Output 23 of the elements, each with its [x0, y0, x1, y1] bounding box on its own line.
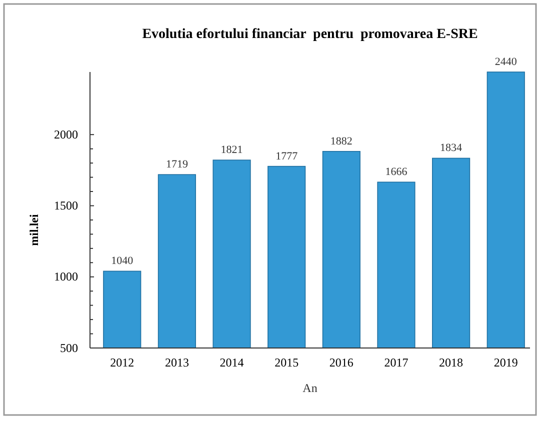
y-tick-label: 2000 [54, 127, 78, 142]
x-tick-label: 2015 [274, 356, 299, 370]
y-tick-label: 1500 [54, 198, 78, 213]
data-label: 1821 [220, 144, 243, 156]
y-axis-title: mil.lei [27, 214, 41, 246]
data-label: 1882 [330, 135, 352, 148]
data-label: 1777 [276, 150, 298, 162]
y-tick-label: 1000 [54, 270, 78, 284]
data-label: 1666 [385, 166, 408, 178]
data-label: 1040 [111, 255, 134, 268]
x-tick-label: 2013 [164, 356, 189, 370]
x-tick-label: 2014 [220, 356, 244, 370]
x-tick-label: 2016 [329, 356, 354, 370]
data-label: 1719 [166, 158, 188, 171]
x-tick-label: 2012 [110, 356, 134, 370]
x-tick-label: 2019 [494, 356, 518, 370]
data-label: 1834 [440, 142, 463, 154]
chart-title: Evolutia efortului financiar pentru promovarea E-SRE [142, 27, 478, 42]
y-tick-label: 500 [60, 340, 78, 355]
x-tick-label: 2018 [439, 356, 464, 370]
x-axis-title: An [302, 381, 318, 395]
x-tick-label: 2017 [384, 356, 408, 370]
data-label: 2440 [494, 56, 518, 68]
